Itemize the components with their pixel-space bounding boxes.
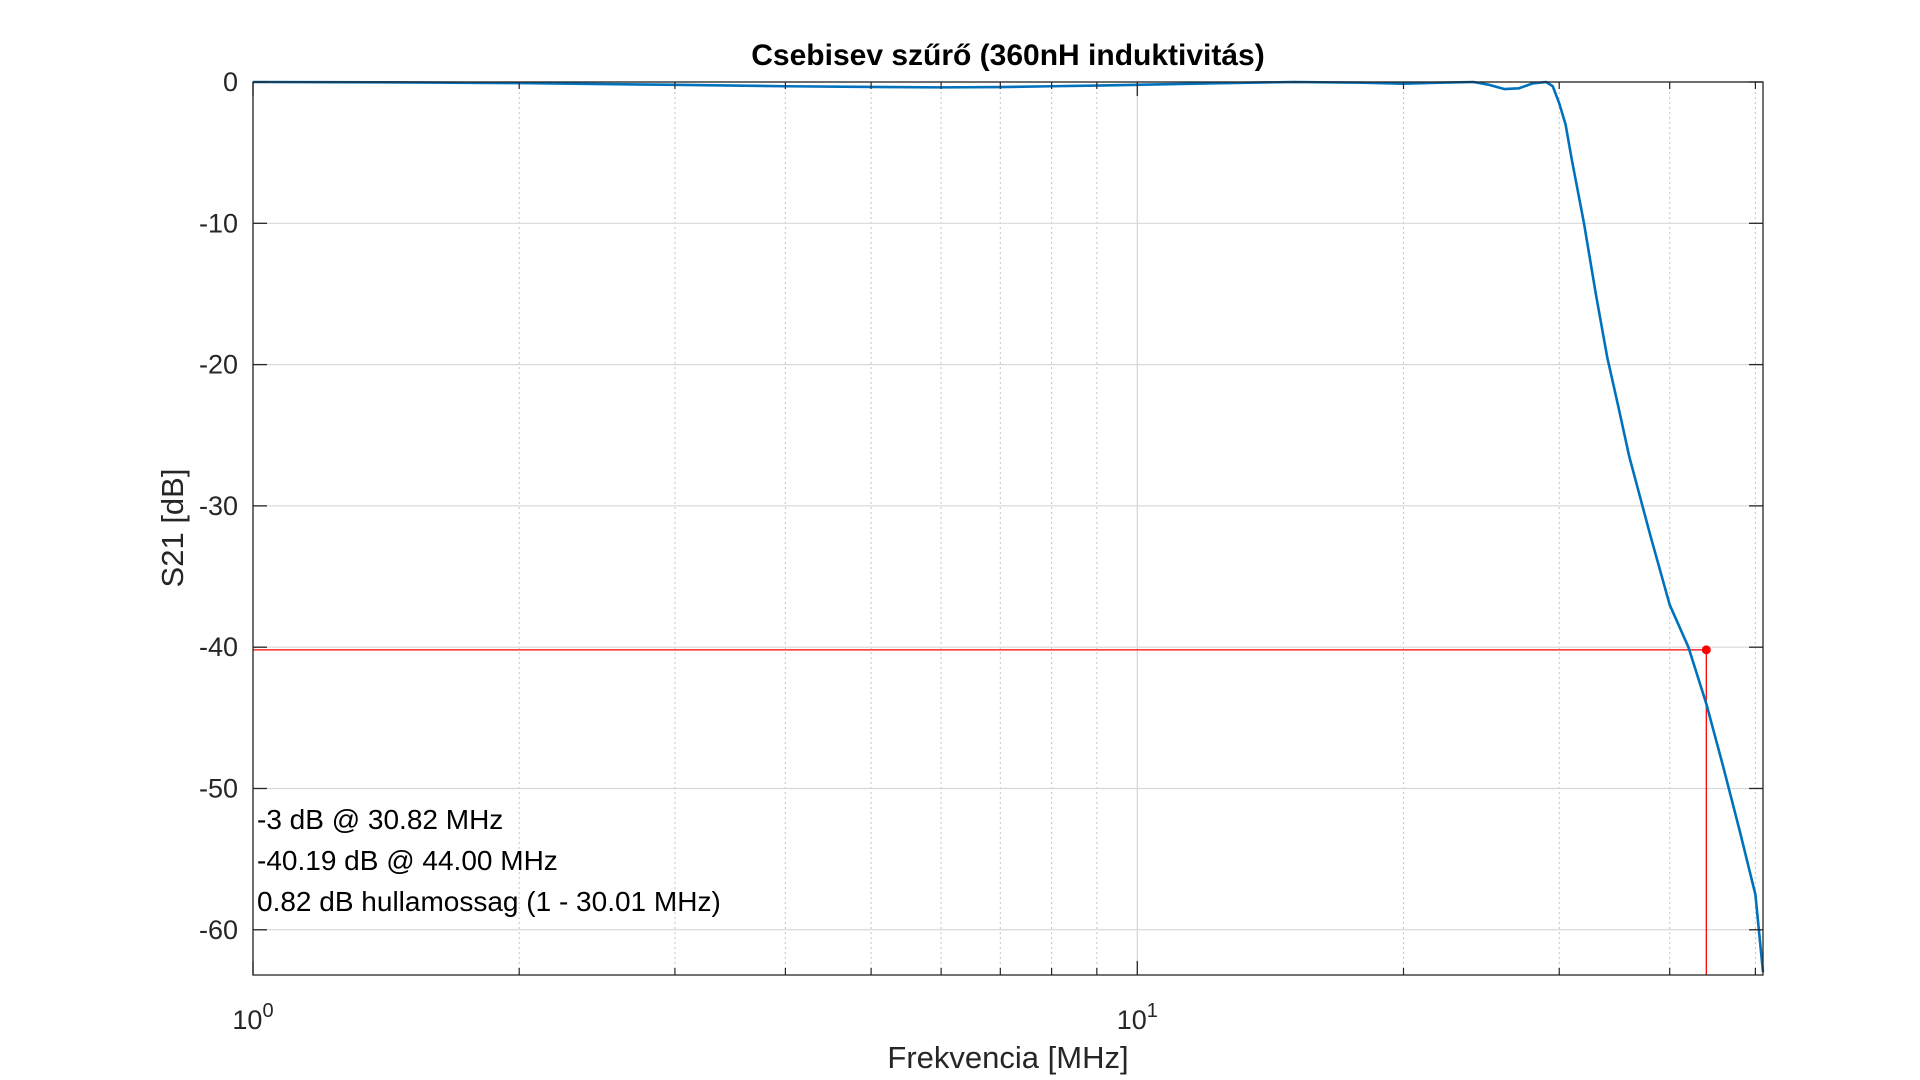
y-tick-label: -50 — [199, 773, 238, 803]
annotation-3db: -3 dB @ 30.82 MHz — [257, 804, 503, 835]
x-tick-labels: 100 101 — [232, 1000, 1157, 1035]
x-tick-base: 10 — [1117, 1005, 1147, 1035]
annotation-40db: -40.19 dB @ 44.00 MHz — [257, 845, 558, 876]
x-tick-exponent: 1 — [1147, 1000, 1158, 1022]
x-tick-label: 101 — [1117, 1000, 1158, 1035]
y-tick-label: -10 — [199, 208, 238, 238]
y-tick-label: -20 — [199, 350, 238, 380]
y-tick-label: -30 — [199, 491, 238, 521]
series-line-0 — [252, 80, 1765, 973]
plot-area — [253, 82, 1763, 975]
x-axis-label: Frekvencia [MHz] — [887, 1040, 1128, 1075]
y-tick-labels: 0 -10 -20 -30 -40 -50 -60 — [199, 67, 238, 945]
annotation-ripple: 0.82 dB hullamossag (1 - 30.01 MHz) — [257, 886, 721, 917]
y-tick-label: -40 — [199, 632, 238, 662]
series-layer — [252, 80, 1765, 973]
marker-layer — [1701, 645, 1711, 655]
x-tick-label: 100 — [232, 1000, 273, 1035]
x-tick-exponent: 0 — [262, 1000, 273, 1022]
marker-point — [1701, 645, 1711, 655]
x-tick-base: 10 — [232, 1005, 262, 1035]
plot-frame — [252, 81, 1764, 976]
y-axis-label: S21 [dB] — [155, 469, 190, 588]
y-tick-label: -60 — [199, 915, 238, 945]
y-tick-label: 0 — [223, 67, 238, 97]
chart-title: Csebisev szűrő (360nH induktivitás) — [751, 39, 1265, 72]
grid — [252, 81, 1763, 975]
axis-ticks — [252, 81, 1763, 975]
